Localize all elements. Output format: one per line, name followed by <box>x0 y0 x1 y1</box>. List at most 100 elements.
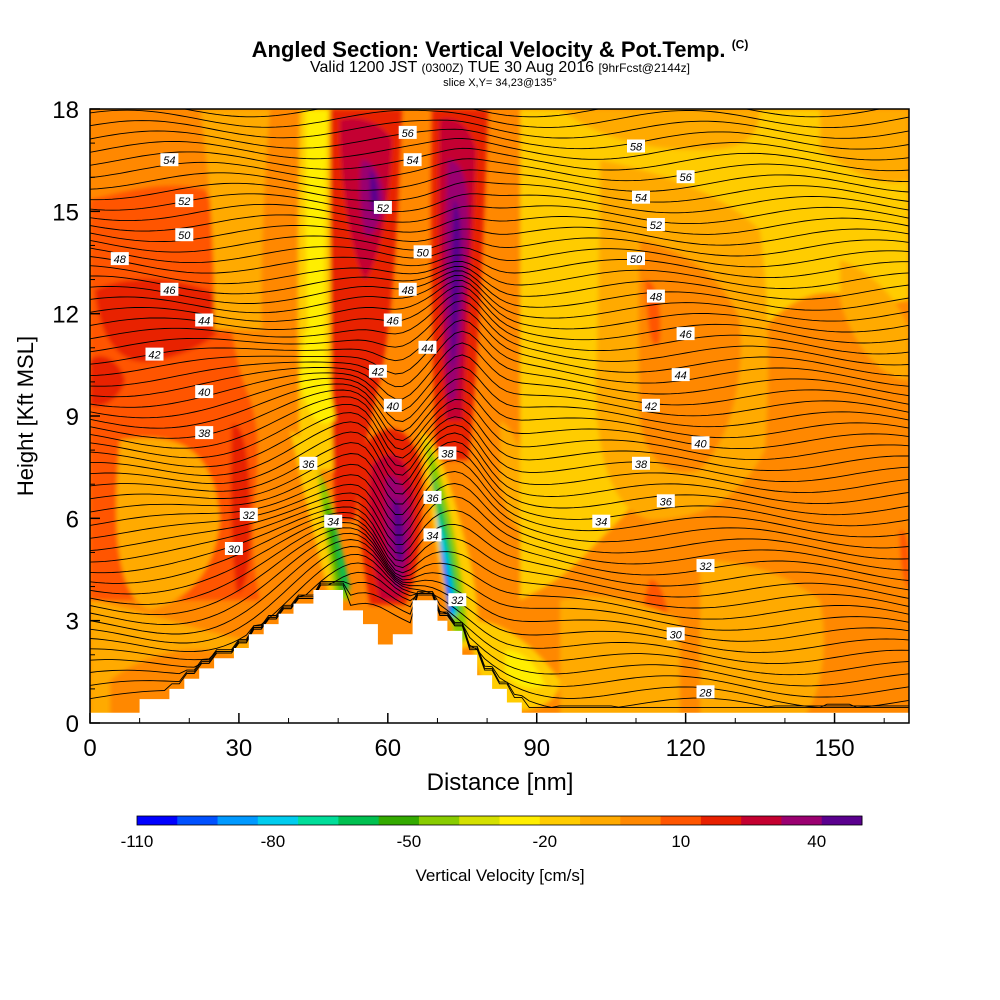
svg-text:58: 58 <box>630 142 643 154</box>
colorbar-tick-label: -110 <box>121 832 154 851</box>
isentrope-line <box>90 224 909 246</box>
isentrope-line <box>90 403 909 472</box>
y-tick-label: 12 <box>52 302 79 329</box>
x-tick-label: 0 <box>83 735 96 762</box>
isentrope-labels: 56 54 54 58 56 52 52 54 52 50 50 50 48 46 48 48 46 44 46 44… <box>110 125 715 699</box>
svg-text:50: 50 <box>178 230 191 242</box>
y-tick-label: 3 <box>66 609 79 636</box>
svg-text:42: 42 <box>372 367 384 379</box>
isentrope-label: 52 <box>646 218 665 232</box>
isentrope-line <box>90 119 909 139</box>
isentrope-line <box>90 193 909 214</box>
isentrope-line <box>90 378 909 439</box>
isentrope-label: 48 <box>646 289 665 304</box>
y-tick-label: 6 <box>66 506 79 533</box>
colorbar-swatch <box>620 816 662 825</box>
isentrope-line <box>90 471 909 549</box>
y-axis-label: Height [Kft MSL] <box>13 336 38 496</box>
terrain-profile <box>90 590 909 723</box>
isentrope-line <box>90 527 909 631</box>
isentrope-line <box>90 109 909 129</box>
isentrope-line <box>90 421 909 494</box>
isentrope-label: 30 <box>666 627 685 641</box>
isentrope-line <box>90 511 909 599</box>
colorbar-swatch <box>660 816 702 825</box>
isentrope-label: 34 <box>592 514 611 529</box>
svg-text:48: 48 <box>402 285 415 297</box>
isentrope-line <box>90 459 909 538</box>
isentrope-label: 40 <box>691 436 710 450</box>
y-tick-label: 15 <box>52 199 79 226</box>
x-tick-label: 90 <box>523 735 550 762</box>
isentrope-line <box>182 109 882 118</box>
isentrope-label: 38 <box>195 426 214 440</box>
isentrope-line <box>90 203 909 225</box>
svg-text:34: 34 <box>426 530 438 542</box>
isentrope-label: 48 <box>110 252 129 266</box>
svg-text:30: 30 <box>670 629 683 641</box>
plot-area <box>90 109 909 723</box>
svg-text:44: 44 <box>675 370 687 382</box>
svg-text:50: 50 <box>630 254 643 266</box>
isentrope-label: 56 <box>676 170 695 184</box>
chart-title: Angled Section: Vertical Velocity & Pot.… <box>251 37 749 62</box>
isentrope-label: 38 <box>438 446 457 461</box>
isentrope-line <box>90 280 909 333</box>
isentrope-contours <box>90 109 909 709</box>
svg-text:46: 46 <box>679 329 692 341</box>
y-tick-label: 0 <box>66 711 79 738</box>
isentrope-line <box>90 546 909 665</box>
y-axis: 0 3 6 9 12 15 18 <box>52 97 100 738</box>
isentrope-label: 48 <box>398 282 417 297</box>
isentrope-line <box>90 265 909 300</box>
isentrope-line <box>90 275 909 322</box>
title-unit-tag: (C) <box>731 37 749 52</box>
isentrope-line <box>90 539 909 653</box>
isentrope-line <box>90 309 909 377</box>
isentrope-label: 40 <box>195 385 214 399</box>
svg-text:32: 32 <box>451 595 463 607</box>
colorbar-label: Vertical Velocity [cm/s] <box>415 866 584 885</box>
isentrope-line <box>90 440 909 516</box>
isentrope-line <box>90 300 909 366</box>
isentrope-label: 52 <box>175 194 194 208</box>
svg-text:54: 54 <box>635 193 647 205</box>
isentrope-label: 46 <box>383 313 402 328</box>
isentrope-line <box>90 261 909 289</box>
isentrope-label: 36 <box>656 494 675 508</box>
svg-text:52: 52 <box>650 220 662 232</box>
isentrope-line <box>90 562 909 687</box>
isentrope-label: 42 <box>368 364 387 379</box>
colorbar-swatch <box>700 816 742 825</box>
y-tick-label: 18 <box>52 97 79 124</box>
isentrope-line <box>90 214 909 235</box>
isentrope-label: 46 <box>160 282 179 297</box>
isentrope-line <box>90 138 909 161</box>
isentrope-line <box>90 181 909 203</box>
x-tick-label: 150 <box>815 735 855 762</box>
svg-text:34: 34 <box>595 517 607 529</box>
isentrope-line <box>90 532 909 642</box>
isentrope-label: 36 <box>299 456 318 471</box>
svg-text:48: 48 <box>114 254 127 266</box>
chart-subtitle: Valid 1200 JST (0300Z) TUE 30 Aug 2016 [… <box>310 59 690 76</box>
svg-text:42: 42 <box>645 401 657 413</box>
svg-text:46: 46 <box>387 316 400 328</box>
x-tick-label: 120 <box>666 735 706 762</box>
isentrope-line <box>90 389 909 450</box>
colorbar-swatch <box>459 816 500 825</box>
isentrope-line <box>90 450 909 527</box>
svg-text:34: 34 <box>327 517 339 529</box>
colorbar-swatch <box>418 816 460 825</box>
isentrope-label: 40 <box>383 398 402 413</box>
isentrope-label: 46 <box>676 327 695 341</box>
isentrope-line <box>90 571 909 698</box>
colorbar-swatch <box>298 816 339 825</box>
colorbar-swatch <box>378 816 420 825</box>
svg-text:36: 36 <box>660 496 673 508</box>
svg-text:44: 44 <box>198 316 210 328</box>
svg-text:42: 42 <box>148 350 160 362</box>
isentrope-label: 54 <box>632 190 650 205</box>
colorbar-tick-label: -80 <box>261 832 286 851</box>
